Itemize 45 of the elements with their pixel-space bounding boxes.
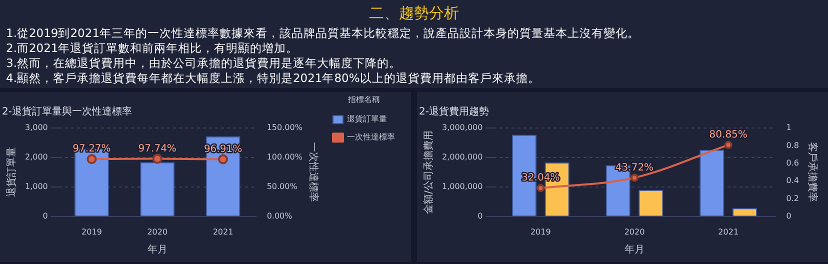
point bbox=[536, 184, 545, 192]
text: 2.而2021年退貨訂單數和前兩年相比，有明顯的增加。 bbox=[6, 41, 300, 56]
y2-tick-label: 100.00% bbox=[266, 152, 303, 162]
y-tick-label: 1,000 bbox=[24, 182, 48, 192]
data-label: 32.04% bbox=[522, 172, 560, 184]
y-axis-title: 金額/公司承擔費用 bbox=[422, 130, 435, 214]
x-tick-label: 2020 bbox=[624, 227, 645, 236]
y2-tick-label: 150.00% bbox=[266, 123, 303, 132]
x-tick-label: 2020 bbox=[147, 227, 168, 236]
text: 二、趨勢分析 bbox=[368, 4, 460, 23]
x-tick-label: 2019 bbox=[530, 227, 551, 236]
y-tick-label: 0 bbox=[478, 211, 483, 220]
x-axis-title: 年月 bbox=[147, 244, 168, 256]
y2-tick-label: 1 bbox=[786, 123, 792, 132]
y-tick-label: 0 bbox=[42, 211, 48, 220]
y2-tick-label: 0.2 bbox=[786, 194, 800, 203]
y-tick-label: 3,000 bbox=[24, 123, 48, 132]
x-axis-title: 年月 bbox=[624, 244, 644, 256]
text: 1.從2019到2021年三年的一次性達標率數據來看，該品牌品質基本比較穩定，說產品設計本身的質量基本上沒有變化。 bbox=[6, 26, 641, 41]
data-label: 80.85% bbox=[709, 130, 748, 141]
legend-label: 退貨訂單量 bbox=[347, 114, 387, 124]
x-tick-label: 2019 bbox=[82, 227, 102, 236]
y2-axis-title: 一次性達標率 bbox=[307, 142, 320, 202]
y2-tick-label: 0.4 bbox=[786, 176, 800, 186]
text: 3.然而，在總退貨費用中，由於公司承擔的退貨費用是逐年大幅度下降的。 bbox=[6, 56, 402, 71]
chart-title: 2-退貨費用趨勢 bbox=[419, 106, 489, 118]
y2-tick-label: 50.00% bbox=[266, 182, 298, 192]
y2-tick-label: 0 bbox=[786, 211, 792, 220]
data-label: 97.74% bbox=[138, 143, 176, 154]
x-tick-label: 2021 bbox=[212, 227, 234, 236]
point bbox=[630, 174, 638, 182]
y2-tick-label: 0.00% bbox=[266, 211, 293, 220]
text: 4.顯然，客戶承擔退貨費每年都在大幅度上漲，特別是2021年80%以上的退貨費用都由客戶來承擔。 bbox=[6, 71, 541, 86]
y-tick-label: 1,000,000 bbox=[442, 182, 483, 192]
y2-tick-label: 0.6 bbox=[786, 158, 800, 168]
legend-label: 一次性達標率 bbox=[347, 132, 395, 142]
y2-axis-title: 客戶承擔費率 bbox=[806, 142, 818, 202]
point bbox=[724, 140, 732, 149]
y-axis-title: 退貨訂單量 bbox=[6, 147, 18, 198]
y2-tick-label: 0.8 bbox=[786, 140, 800, 150]
x-tick-label: 2021 bbox=[718, 227, 739, 236]
y-tick-label: 3,000,000 bbox=[442, 123, 483, 132]
chart-title: 2-退貨訂單量與一次性達標率 bbox=[2, 106, 132, 118]
y-tick-label: 2,000,000 bbox=[442, 152, 483, 162]
y-tick-label: 2,000 bbox=[24, 152, 48, 162]
